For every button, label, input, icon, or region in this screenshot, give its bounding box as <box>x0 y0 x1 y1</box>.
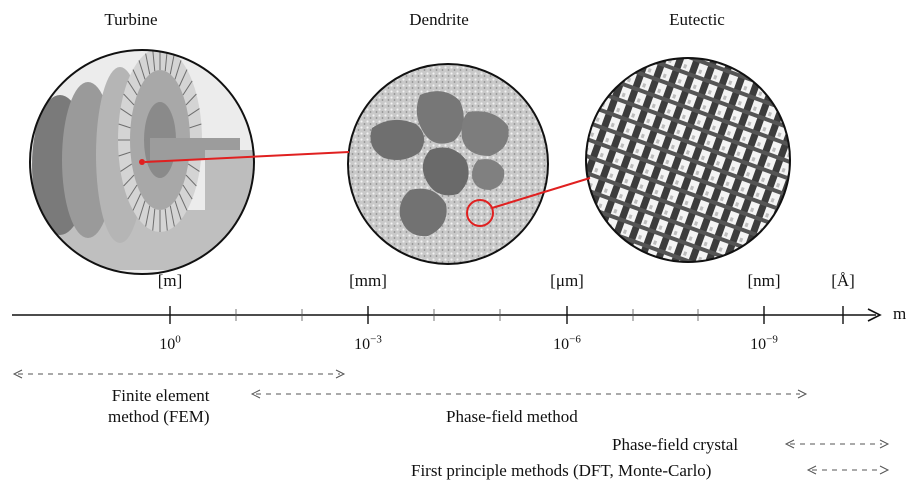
fem-label: Finite element method (FEM) <box>108 385 210 427</box>
method-ranges <box>12 369 890 475</box>
turbine-illustration <box>29 49 255 275</box>
unit-label-um: [μm] <box>550 271 584 290</box>
eutectic-illustration <box>585 57 791 263</box>
dendrite-illustration <box>347 63 549 265</box>
scale-axis <box>12 306 882 324</box>
unit-label-angstrom: [Å] <box>831 271 855 290</box>
connector-dendrite-eutectic <box>491 177 591 209</box>
first-principle-range <box>806 465 890 475</box>
phase-field-label: Phase-field method <box>446 407 578 426</box>
fem-label-line1: Finite element <box>111 386 210 405</box>
unit-label-m: [m] <box>157 271 183 290</box>
connector-turbine-dendrite <box>144 151 350 163</box>
eutectic-title: Eutectic <box>669 10 725 29</box>
axis-unit-label: m <box>893 304 907 323</box>
tick-label: 100 <box>159 333 181 353</box>
pfc-label: Phase-field crystal <box>612 435 739 454</box>
unit-label-mm: [mm] <box>349 271 387 290</box>
fem-label-line2: method (FEM) <box>108 407 210 426</box>
phase-field-range <box>250 389 808 399</box>
dendrite-title: Dendrite <box>409 10 469 29</box>
first-principle-label: First principle methods (DFT, Monte-Carl… <box>411 461 712 480</box>
fem-range <box>12 369 346 379</box>
unit-label-nm: [nm] <box>747 271 781 290</box>
tick-label: 10−9 <box>750 333 778 353</box>
tick-label: 10−3 <box>354 333 382 353</box>
tick-label: 10−6 <box>553 333 581 353</box>
pfc-range <box>784 439 890 449</box>
turbine-title: Turbine <box>104 10 158 29</box>
